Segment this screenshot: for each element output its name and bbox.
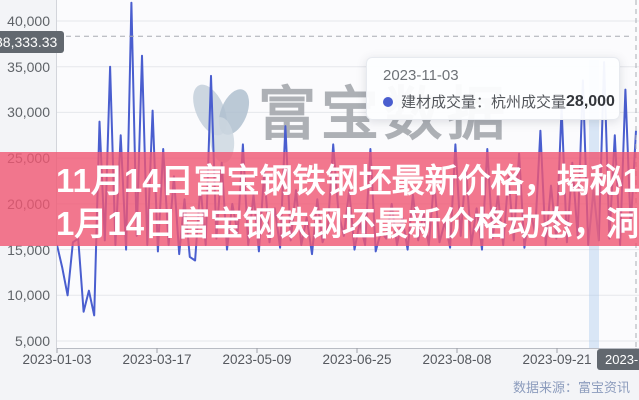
headline-line-1: 11月14日富宝钢铁钢坯最新价格，揭秘1 <box>56 162 639 199</box>
x-tick-label: 2023-01-03 <box>22 352 92 367</box>
series-dot-icon <box>383 96 393 107</box>
chart-tooltip: 2023-11-03 建材成交量：杭州成交量 28,000 <box>366 57 620 120</box>
y-tick-label: 15,000 <box>7 241 50 258</box>
tooltip-value: 28,000 <box>566 92 615 110</box>
x-axis-line <box>57 348 639 349</box>
tooltip-date: 2023-11-03 <box>383 67 459 84</box>
y-tick-label: 10,000 <box>7 287 50 304</box>
headline-line-2: 1月14日富宝钢铁钢坯最新价格动态，洞 <box>56 205 639 242</box>
y-tick-label: 40,000 <box>7 13 50 29</box>
y-tick-label: 30,000 <box>7 104 50 121</box>
x-tick-label: 2023-08-08 <box>422 352 492 367</box>
tooltip-series-label: 建材成交量：杭州成交量 <box>401 94 567 111</box>
y-tick-label: 35,000 <box>7 58 50 75</box>
x-tick-label: 2023-03-17 <box>122 352 192 367</box>
y-axis-pointer-badge: 38,333.33 <box>0 31 65 53</box>
headline-overlay-banner: 11月14日富宝钢铁钢坯最新价格，揭秘1 1月14日富宝钢铁钢坯最新价格动态，洞 <box>0 152 639 246</box>
tooltip-series-row: 建材成交量：杭州成交量 28,000 <box>383 91 615 112</box>
y-tick-label: 5,000 <box>14 333 50 349</box>
data-source-note: 数据来源：富宝资讯 <box>512 380 630 395</box>
x-tick-label: 2023-09-21 <box>522 352 592 367</box>
x-tick-label: 2023-05-09 <box>222 352 292 367</box>
x-axis-pointer-badge: 2023-11-03 <box>597 349 639 370</box>
x-tick-label: 2023-06-25 <box>322 352 392 367</box>
